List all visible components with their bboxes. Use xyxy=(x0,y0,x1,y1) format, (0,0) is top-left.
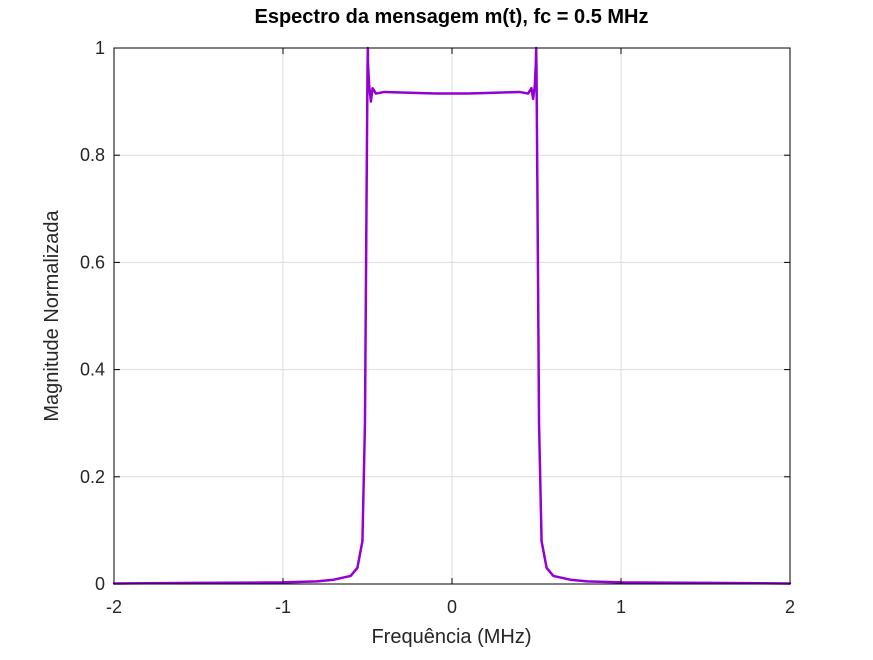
chart-title: Espectro da mensagem m(t), fc = 0.5 MHz xyxy=(254,6,648,28)
y-tick-label: 1 xyxy=(95,38,105,58)
x-tick-label: 0 xyxy=(447,597,457,617)
tick-labels: -2 -1 0 1 2 0 0.2 0.4 0.6 0.8 1 xyxy=(80,38,795,617)
y-axis-label: Magnitude Normalizada xyxy=(41,210,63,422)
y-tick-label: 0 xyxy=(95,574,105,594)
spectrum-line xyxy=(112,46,792,585)
tick-marks xyxy=(113,47,791,585)
x-tick-label: -1 xyxy=(275,597,291,617)
y-tick-label: 0.2 xyxy=(80,467,105,487)
x-tick-label: 2 xyxy=(785,597,795,617)
y-tick-label: 0.4 xyxy=(80,360,105,380)
y-tick-label: 0.8 xyxy=(80,145,105,165)
x-tick-label: -2 xyxy=(106,597,122,617)
x-axis-label: Frequência (MHz) xyxy=(371,626,531,648)
y-tick-label: 0.6 xyxy=(80,252,105,272)
plot-series xyxy=(112,46,792,585)
x-tick-label: 1 xyxy=(616,597,626,617)
